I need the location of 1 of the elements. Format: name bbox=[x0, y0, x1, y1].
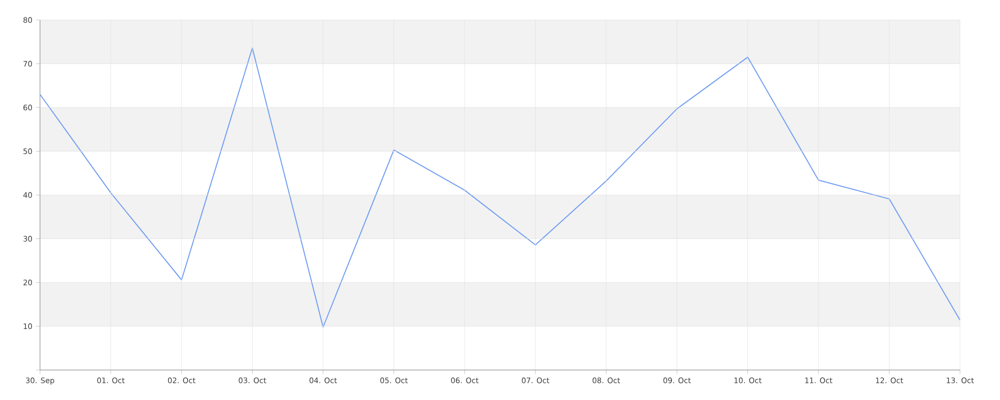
line-series bbox=[40, 48, 961, 328]
